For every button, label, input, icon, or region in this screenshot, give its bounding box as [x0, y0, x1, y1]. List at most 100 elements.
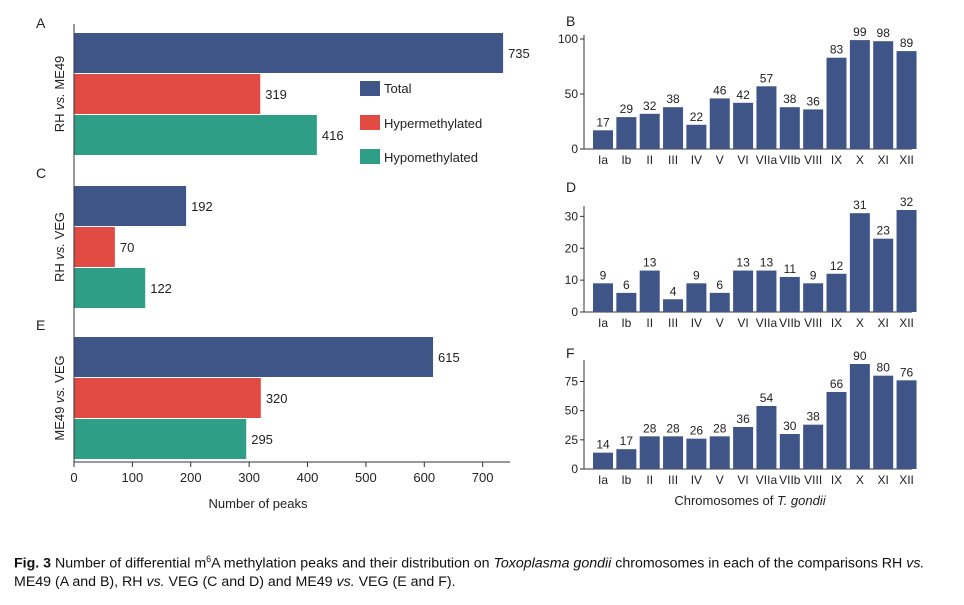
data-label-b-iv: 22 — [690, 110, 704, 124]
x-tick-label-0: 0 — [70, 470, 77, 485]
data-label-d-ii: 13 — [643, 256, 657, 270]
x-tick-label-f-iii: III — [668, 473, 678, 487]
x-tick-label-f-vi: VI — [737, 473, 748, 487]
data-label-d-iii: 4 — [670, 284, 677, 298]
bar-b-xi — [873, 41, 894, 150]
data-label-b-ix: 83 — [830, 43, 844, 57]
x-tick-label-b-xi: XI — [878, 153, 889, 167]
bar-f-vi — [733, 427, 754, 469]
bar-a-hyper — [74, 74, 261, 114]
bar-e-total — [74, 337, 434, 377]
data-label-f-x: 90 — [853, 349, 867, 363]
legend-label-hyper: Hypermethylated — [384, 116, 482, 131]
bar-a-total — [74, 33, 504, 73]
data-label-e-hyper: 320 — [266, 391, 288, 406]
data-label-f-viii: 38 — [806, 410, 820, 424]
x-tick-label-300: 300 — [238, 470, 260, 485]
panel-letter-f: F — [566, 345, 575, 361]
figure-caption: Fig. 3 Number of differential m6A methyl… — [14, 554, 925, 590]
bar-b-viib — [779, 107, 800, 149]
bar-f-ia — [593, 452, 613, 469]
panel-letter-a: A — [36, 15, 46, 31]
y-tick-label-b-0: 0 — [571, 142, 578, 156]
bar-d-xi — [873, 238, 894, 312]
y-tick-label-f-25: 25 — [565, 433, 579, 447]
bar-b-ii — [639, 113, 660, 149]
data-label-f-v: 28 — [713, 421, 727, 435]
legend-label-total: Total — [384, 81, 412, 96]
x-tick-label-b-viii: VIII — [804, 153, 822, 167]
bar-b-iii — [663, 107, 684, 149]
bar-f-viia — [756, 406, 777, 469]
bar-d-ib — [616, 292, 637, 312]
bar-f-xi — [873, 375, 894, 469]
legend-label-hypo: Hypomethylated — [384, 150, 478, 165]
y-tick-label-b-50: 50 — [565, 87, 579, 101]
bar-b-viia — [756, 86, 777, 149]
x-tick-label-b-vi: VI — [737, 153, 748, 167]
data-label-b-iii: 38 — [666, 92, 680, 106]
bar-a-hypo — [74, 115, 317, 155]
bar-f-ib — [616, 449, 637, 469]
panel-letter-e: E — [36, 317, 45, 333]
x-tick-label-d-viii: VIII — [804, 316, 822, 330]
x-tick-label-f-xii: XII — [899, 473, 914, 487]
x-tick-label-f-v: V — [716, 473, 724, 487]
x-tick-label-d-viib: VIIb — [779, 316, 801, 330]
x-tick-label-d-ii: II — [646, 316, 653, 330]
bar-c-hyper — [74, 227, 115, 267]
x-tick-label-100: 100 — [122, 470, 144, 485]
x-tick-label-200: 200 — [180, 470, 202, 485]
x-tick-label-d-ib: Ib — [621, 316, 631, 330]
data-label-f-viib: 30 — [783, 419, 797, 433]
bar-b-x — [849, 40, 870, 149]
data-label-f-ix: 66 — [830, 377, 844, 391]
bar-f-iv — [686, 438, 707, 469]
bar-f-xii — [896, 380, 917, 469]
data-label-f-iii: 28 — [666, 421, 680, 435]
bar-c-total — [74, 186, 187, 226]
data-label-d-xii: 32 — [900, 195, 914, 209]
data-label-f-viia: 54 — [760, 391, 774, 405]
bar-b-xii — [896, 51, 917, 149]
bar-f-viii — [803, 424, 824, 469]
x-tick-label-d-viia: VIIa — [756, 316, 778, 330]
data-label-d-viib: 11 — [784, 262, 797, 276]
bar-d-x — [849, 213, 870, 312]
y-tick-label-d-0: 0 — [571, 305, 578, 319]
y-tick-label-f-0: 0 — [571, 462, 578, 476]
bar-f-x — [849, 364, 870, 469]
legend: Total Hypermethylated Hypomethylated — [360, 81, 482, 165]
x-tick-label-b-iii: III — [668, 153, 678, 167]
bar-d-ii — [639, 270, 660, 312]
x-tick-label-b-ia: Ia — [598, 153, 608, 167]
data-label-b-v: 46 — [713, 83, 727, 97]
x-tick-label-d-vi: VI — [737, 316, 748, 330]
data-label-f-ii: 28 — [643, 421, 657, 435]
data-label-d-x: 31 — [853, 198, 867, 212]
data-label-b-xii: 89 — [900, 36, 914, 50]
data-label-d-ib: 6 — [623, 278, 630, 292]
bar-b-ib — [616, 117, 637, 149]
data-label-b-vi: 42 — [736, 88, 750, 102]
data-label-d-viia: 13 — [760, 256, 774, 270]
bar-d-xii — [896, 210, 917, 312]
bar-b-ix — [826, 57, 847, 150]
data-label-b-viib: 38 — [783, 92, 797, 106]
bar-f-iii — [663, 436, 684, 469]
x-tick-label-d-ia: Ia — [598, 316, 608, 330]
x-tick-label-b-viib: VIIb — [779, 153, 801, 167]
data-label-d-viii: 9 — [810, 268, 817, 282]
x-tick-label-d-iv: IV — [691, 316, 702, 330]
x-tick-label-f-ix: IX — [831, 473, 842, 487]
x-tick-label-f-x: X — [856, 473, 864, 487]
x-tick-label-b-iv: IV — [691, 153, 702, 167]
y-tick-label-d-20: 20 — [565, 241, 579, 255]
x-tick-label-f-viia: VIIa — [756, 473, 778, 487]
x-tick-label-d-xi: XI — [878, 316, 889, 330]
y-tick-label-f-75: 75 — [565, 375, 579, 389]
bar-e-hypo — [74, 419, 247, 459]
bar-d-iii — [663, 299, 684, 312]
data-label-f-ib: 17 — [620, 434, 634, 448]
right-panels: B05010017Ia29Ib32II38III22IV46V42VI57VII… — [558, 13, 917, 487]
